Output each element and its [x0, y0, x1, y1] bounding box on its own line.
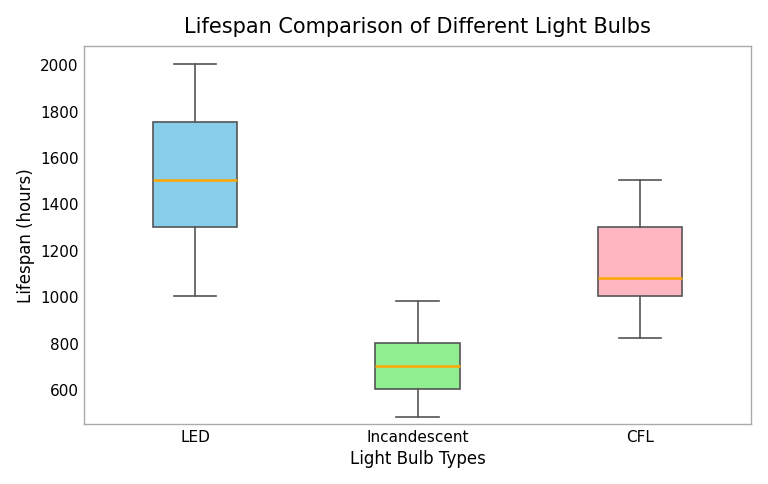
Y-axis label: Lifespan (hours): Lifespan (hours)	[17, 168, 35, 302]
X-axis label: Light Bulb Types: Light Bulb Types	[349, 450, 485, 468]
PathPatch shape	[598, 227, 682, 297]
PathPatch shape	[376, 343, 460, 389]
PathPatch shape	[153, 123, 237, 227]
Title: Lifespan Comparison of Different Light Bulbs: Lifespan Comparison of Different Light B…	[184, 16, 651, 37]
